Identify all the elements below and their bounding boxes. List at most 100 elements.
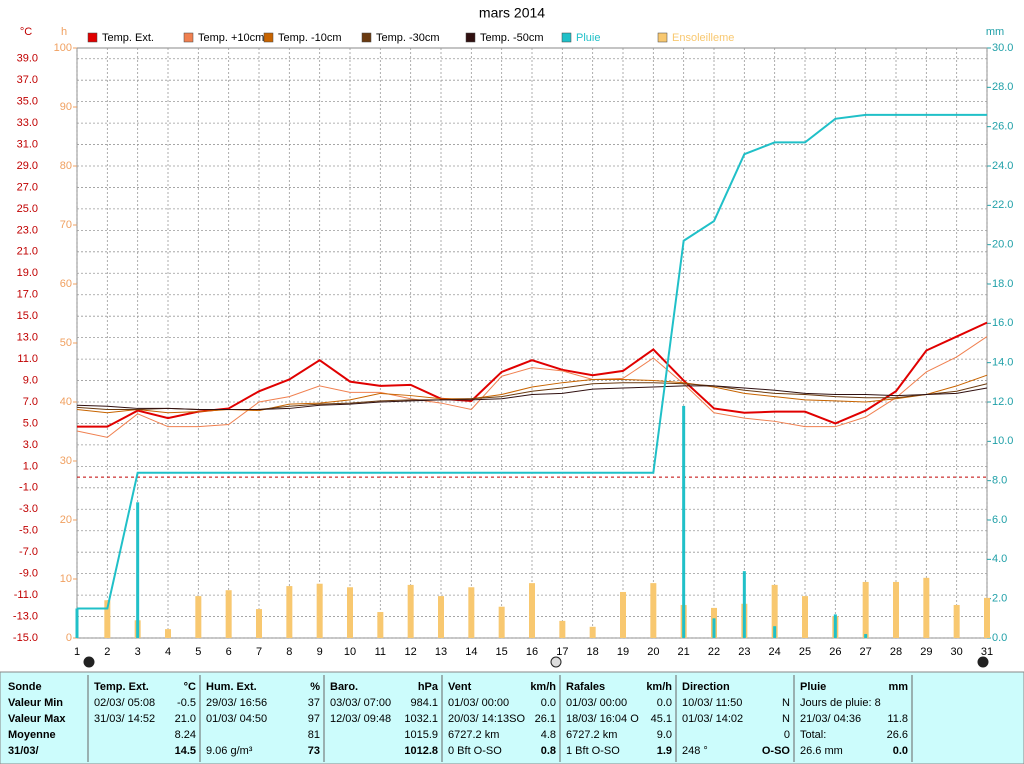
y-tick-label: 21.0	[17, 246, 38, 258]
y3-tick-label: 80	[60, 160, 72, 172]
y-tick-label: -5.0	[19, 525, 38, 537]
y-tick-label: 29.0	[17, 160, 38, 172]
sunshine-bar	[256, 609, 262, 638]
y-tick-label: 17.0	[17, 289, 38, 301]
rain-bar	[833, 614, 837, 638]
cell-value: 8.24	[175, 729, 196, 741]
x-tick-label: 8	[286, 646, 292, 658]
legend-label: Temp. -50cm	[480, 32, 544, 44]
sunshine-bar	[893, 581, 899, 638]
cell-text: 18/03/ 16:04 O	[566, 713, 639, 725]
y-tick-label: -3.0	[19, 503, 38, 515]
cell-value: 26.1	[535, 713, 556, 725]
series-line	[76, 385, 988, 411]
y2-tick-label: 2.0	[992, 593, 1007, 605]
y3-tick-label: 100	[54, 42, 72, 54]
cell-value: 1032.1	[404, 713, 438, 725]
y2-tick-label: 8.0	[992, 475, 1007, 487]
column-header: Hum. Ext.	[206, 681, 257, 693]
cell-value: N	[782, 697, 790, 709]
sunshine-bar	[620, 591, 626, 638]
series-line	[77, 321, 988, 428]
cell-text: 03/03/ 07:00	[330, 697, 391, 709]
x-tick-label: 18	[587, 646, 599, 658]
column-header: Vent	[448, 681, 472, 693]
x-tick-label: 12	[405, 646, 417, 658]
y-tick-label: -15.0	[13, 632, 38, 644]
sunshine-bar	[953, 604, 960, 638]
y-tick-label: -9.0	[19, 568, 38, 580]
y-tick-label: 5.0	[23, 417, 38, 429]
rain-bar	[864, 634, 868, 638]
cell-text: 29/03/ 16:56	[206, 697, 267, 709]
cell-value: 1012.8	[404, 745, 438, 757]
y-unit: °C	[20, 26, 32, 38]
x-tick-label: 27	[860, 646, 872, 658]
cell-value: 11.8	[887, 713, 908, 725]
y3-tick-label: 0	[66, 632, 72, 644]
sunshine-bar	[165, 629, 171, 638]
x-tick-label: 29	[920, 646, 932, 658]
y-tick-label: 37.0	[17, 74, 38, 86]
x-tick-label: 16	[526, 646, 538, 658]
y2-tick-label: 6.0	[992, 514, 1007, 526]
y-tick-label: 15.0	[17, 310, 38, 322]
sunshine-bar	[498, 606, 505, 638]
x-tick-label: 13	[435, 646, 447, 658]
cell-value: 0.0	[541, 697, 556, 709]
x-tick-label: 31	[981, 646, 993, 658]
sunshine-bar	[650, 583, 657, 638]
sunshine-bar	[104, 600, 111, 638]
legend-label: Pluie	[576, 32, 600, 44]
y-tick-label: 33.0	[17, 117, 38, 129]
y-tick-label: -7.0	[19, 546, 38, 558]
sunshine-bar	[438, 596, 444, 638]
chart-title: mars 2014	[479, 5, 545, 21]
sunshine-bar	[589, 626, 596, 638]
x-tick-label: 10	[344, 646, 356, 658]
column-header: Baro.	[330, 681, 358, 693]
cell-text: Total:	[800, 729, 826, 741]
column-unit: mm	[888, 681, 908, 693]
cell-value: 97	[308, 713, 320, 725]
cell-value: 0.0	[657, 697, 672, 709]
y2-tick-label: 4.0	[992, 553, 1007, 565]
column-unit: km/h	[530, 681, 556, 693]
cell-text: 6727.2 km	[566, 729, 617, 741]
rain-bar	[136, 502, 140, 638]
column-header: Rafales	[566, 681, 605, 693]
cell-value: -0.5	[177, 697, 196, 709]
cell-value: 9.0	[657, 729, 672, 741]
legend-swatch	[561, 32, 572, 43]
y2-tick-label: 0.0	[992, 632, 1007, 644]
y-tick-label: 19.0	[17, 267, 38, 279]
y2-tick-label: 22.0	[992, 199, 1013, 211]
legend-label: Temp. Ext.	[102, 32, 154, 44]
sunshine-bar	[286, 586, 293, 638]
row-label: Moyenne	[8, 729, 56, 741]
cell-text: 6727.2 km	[448, 729, 499, 741]
row-label: Sonde	[8, 681, 42, 693]
cell-value: 1.9	[657, 745, 672, 757]
y-tick-label: 9.0	[23, 374, 38, 386]
y-tick-label: 13.0	[17, 332, 38, 344]
legend-swatch	[183, 32, 194, 43]
y2-tick-label: 18.0	[992, 278, 1013, 290]
x-tick-label: 17	[556, 646, 568, 658]
x-tick-label: 15	[496, 646, 508, 658]
rain-bar	[712, 618, 716, 638]
y3-unit: h	[61, 26, 67, 38]
sunshine-bar	[529, 583, 535, 638]
x-tick-label: 9	[317, 646, 323, 658]
y-tick-label: 11.0	[17, 353, 38, 365]
row-label: Valeur Min	[8, 697, 63, 709]
y3-tick-label: 10	[60, 573, 72, 585]
y3-tick-label: 90	[60, 101, 72, 113]
x-tick-label: 5	[195, 646, 201, 658]
cell-value: 21.0	[175, 713, 196, 725]
y2-tick-label: 16.0	[992, 317, 1013, 329]
x-tick-label: 2	[104, 646, 110, 658]
y-tick-label: 23.0	[17, 224, 38, 236]
cell-text: 01/03/ 04:50	[206, 713, 267, 725]
